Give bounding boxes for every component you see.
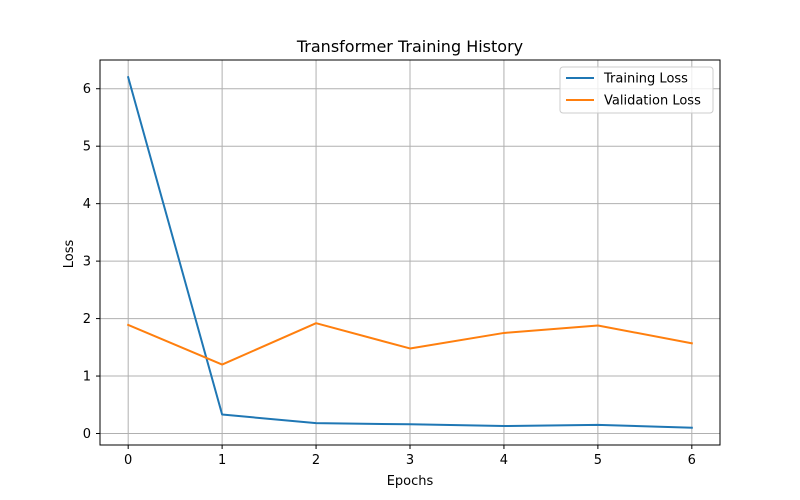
x-tick-label: 5 (594, 453, 602, 468)
grid (100, 60, 720, 445)
y-tick-label: 6 (83, 82, 91, 97)
legend-entry-label: Validation Loss (604, 94, 701, 109)
x-tick-label: 3 (406, 453, 414, 468)
x-tick-label: 2 (312, 453, 320, 468)
y-axis-ticks: 0 1 2 3 4 5 6 (83, 82, 100, 442)
legend: Training Loss Validation Loss (559, 66, 714, 114)
x-axis-ticks: 0 1 2 3 4 5 6 (124, 445, 696, 468)
y-tick-label: 4 (83, 197, 91, 212)
x-axis-label: Epochs (387, 474, 434, 489)
y-tick-label: 3 (83, 255, 91, 270)
legend-entry-label: Training Loss (603, 72, 688, 87)
series-line-validation-loss (126, 322, 693, 366)
y-tick-label: 0 (83, 427, 91, 442)
series-line-training-loss (126, 76, 693, 429)
chart-title: Transformer Training History (296, 37, 523, 56)
y-tick-label: 2 (83, 312, 91, 327)
x-tick-label: 6 (688, 453, 696, 468)
y-tick-label: 5 (83, 140, 91, 155)
x-tick-label: 4 (500, 453, 508, 468)
y-tick-label: 1 (83, 370, 91, 385)
x-tick-label: 1 (218, 453, 226, 468)
series-lines (126, 76, 693, 429)
y-axis-label: Loss (62, 240, 77, 269)
x-tick-label: 0 (124, 453, 132, 468)
legend-box (559, 66, 714, 114)
